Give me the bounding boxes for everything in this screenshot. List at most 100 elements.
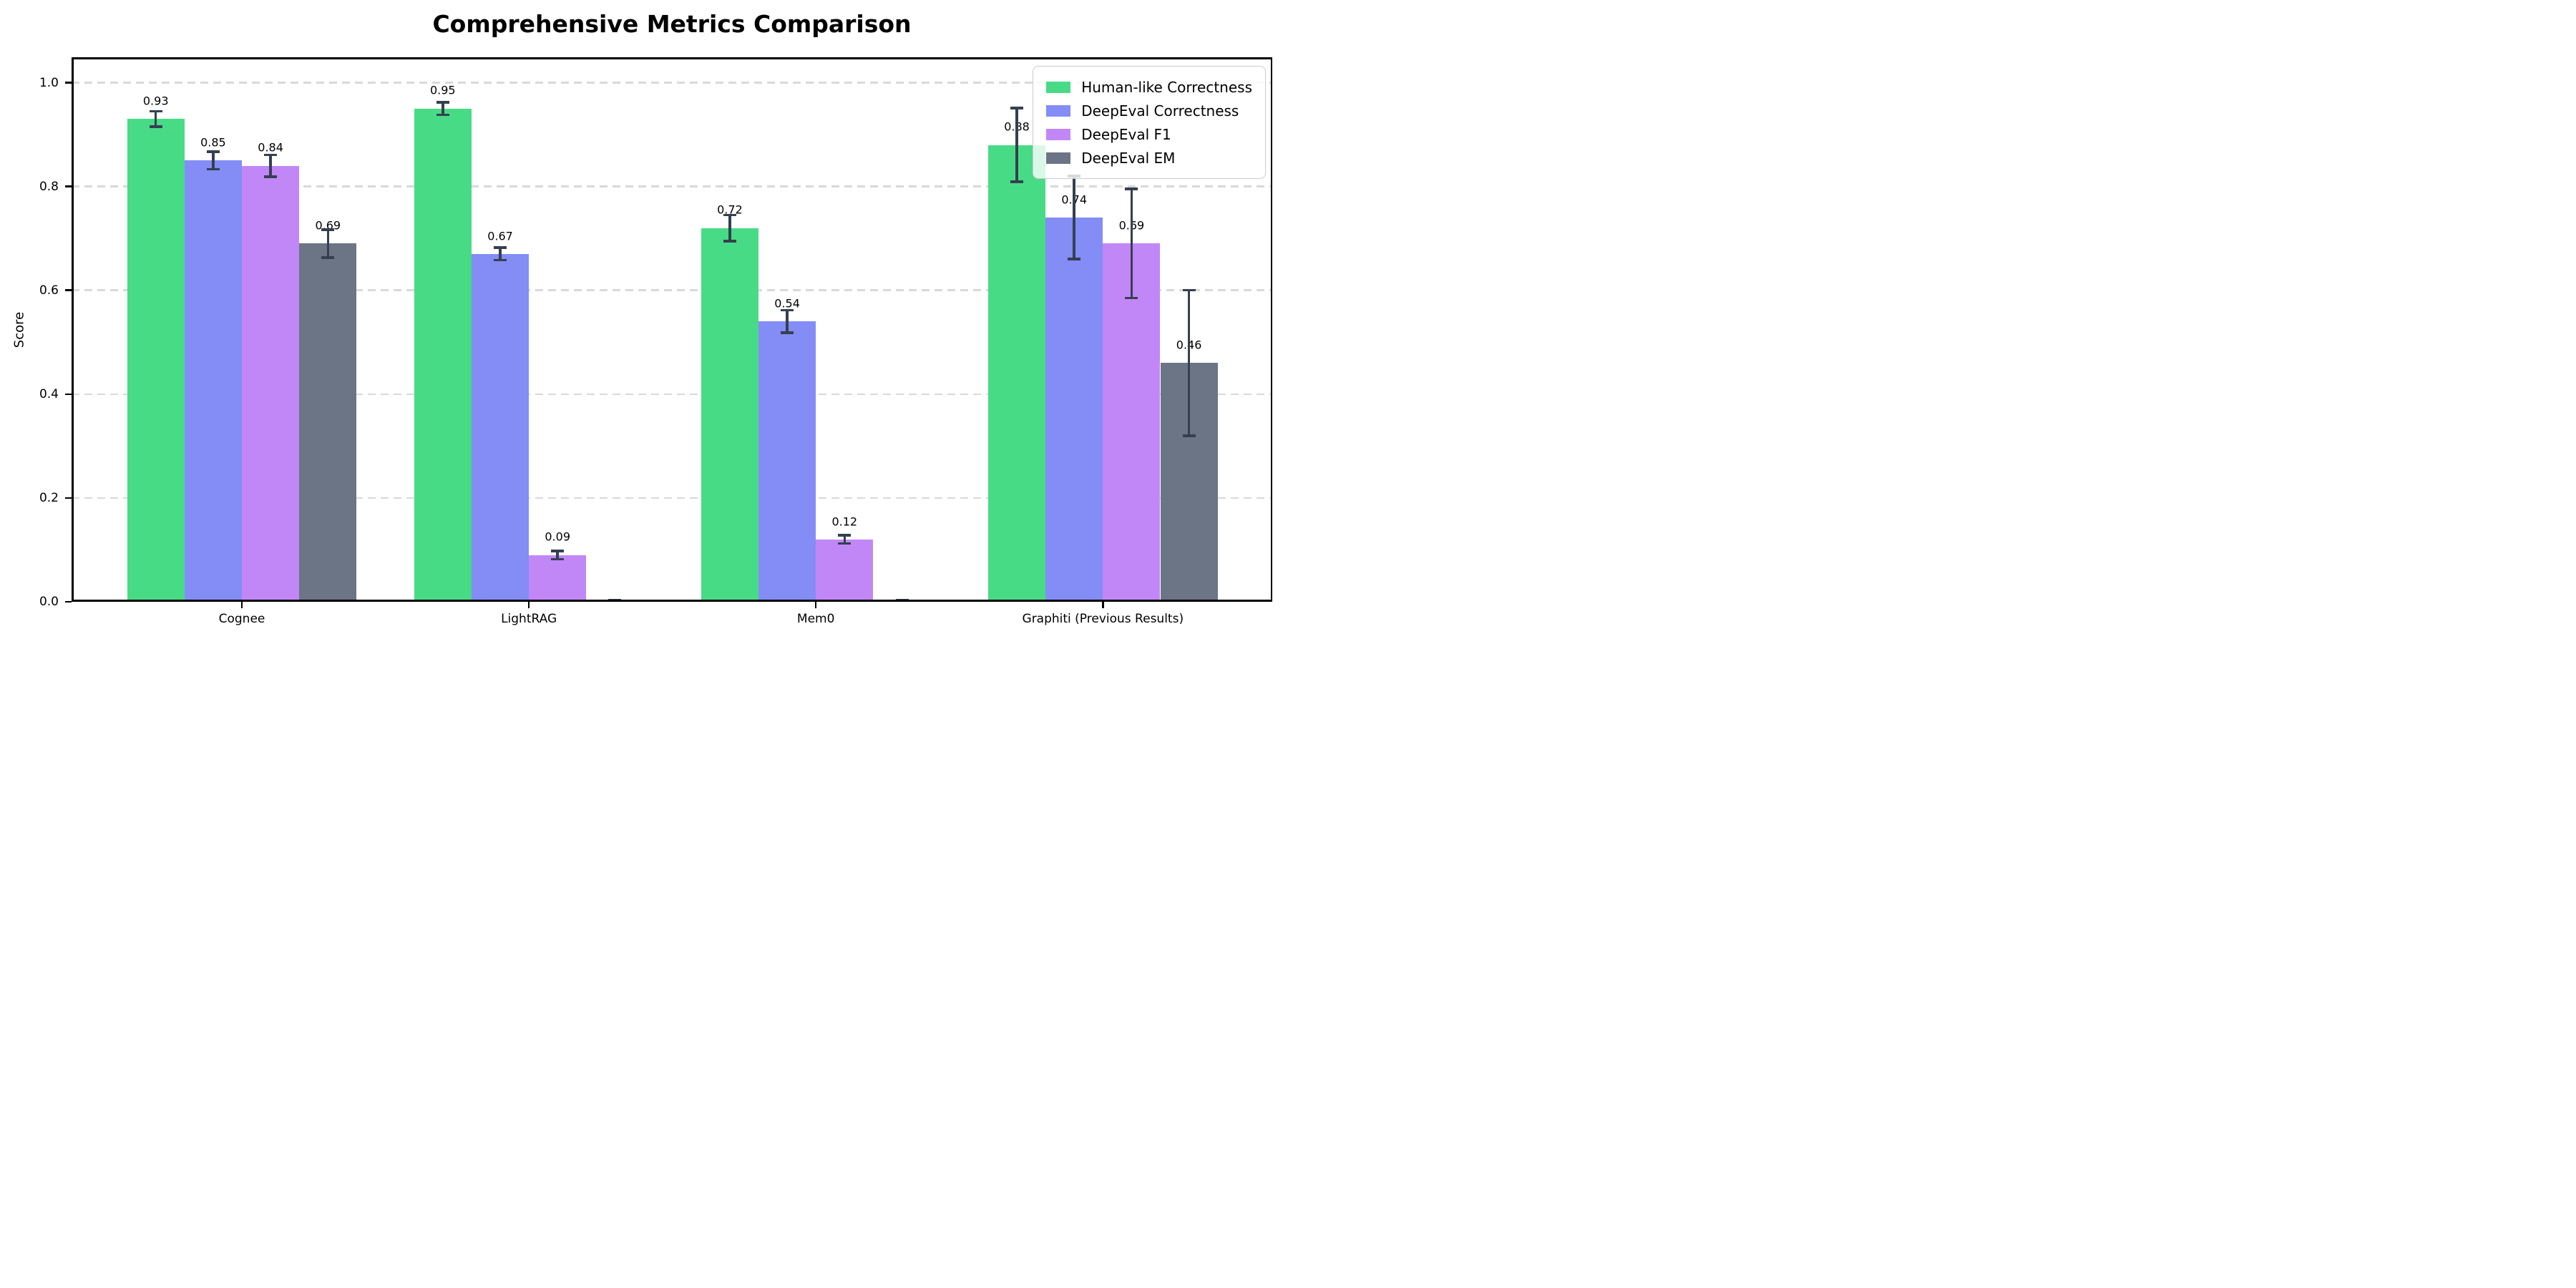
error-bar-cap [264, 153, 278, 157]
y-tick-label: 0.0 [39, 595, 59, 609]
bar-human-like-correctness [988, 145, 1045, 602]
legend-swatch [1046, 152, 1071, 164]
bar-deepeval-correctness [184, 160, 242, 602]
error-bar [499, 248, 502, 260]
x-tick-label-lightrag: LightRAG [501, 612, 557, 626]
error-bar-cap [1125, 187, 1138, 190]
bar-value-label: 0.85 [200, 135, 226, 150]
error-bar-cap [781, 308, 794, 312]
x-tick-mark [1102, 602, 1104, 608]
bar-value-label: 0.93 [142, 94, 169, 108]
axis-spine-bottom [72, 600, 1272, 602]
legend-item: DeepEval Correctness [1046, 99, 1252, 122]
bar-value-label: 0.54 [774, 296, 800, 311]
bar-value-label: 0.67 [487, 229, 513, 243]
bar-deepeval-f1 [242, 165, 300, 602]
bar-deepeval-f1 [529, 555, 587, 602]
bar-value-label: 0.95 [429, 83, 456, 97]
gridline [72, 185, 1272, 187]
error-bar [212, 151, 215, 170]
y-tick-mark [65, 497, 72, 499]
bar-deepeval-correctness [472, 253, 529, 602]
error-bar-cap [1125, 296, 1138, 300]
bar-deepeval-em [299, 243, 357, 602]
x-tick-label-mem0: Mem0 [796, 612, 835, 626]
x-tick-mark [814, 602, 817, 608]
bar-value-label: 0.12 [831, 514, 858, 529]
legend-label: DeepEval Correctness [1081, 102, 1239, 119]
error-bar-cap [551, 557, 565, 561]
error-bar-cap [723, 240, 736, 243]
x-tick-mark [240, 602, 243, 608]
gridline [72, 393, 1272, 396]
error-bar-cap [1182, 434, 1196, 437]
x-tick-label-cognee: Cognee [218, 612, 265, 626]
legend-swatch [1046, 104, 1071, 117]
error-bar [326, 229, 330, 258]
error-bar-cap [494, 258, 507, 262]
error-bar-cap [838, 534, 852, 537]
legend-label: DeepEval F1 [1081, 125, 1171, 143]
legend-label: DeepEval EM [1081, 149, 1176, 167]
bar-human-like-correctness [127, 119, 185, 602]
error-bar-cap [264, 175, 278, 178]
error-bar-cap [838, 542, 852, 545]
gridline [72, 497, 1272, 499]
legend: Human-like Correctness DeepEval Correctne… [1033, 66, 1266, 179]
axis-spine-top [72, 57, 1272, 59]
legend-item: DeepEval EM [1046, 146, 1252, 170]
gridline [72, 289, 1272, 291]
error-bar [441, 102, 444, 115]
error-bar-cap [321, 256, 335, 259]
error-bar [728, 215, 731, 241]
bar-deepeval-correctness [758, 321, 816, 602]
bar-human-like-correctness [414, 108, 472, 602]
y-tick-mark [65, 289, 72, 291]
y-tick-label: 0.4 [39, 386, 59, 401]
legend-label: Human-like Correctness [1081, 78, 1252, 96]
y-tick-label: 1.0 [39, 75, 59, 90]
error-bar-cap [781, 331, 794, 334]
error-bar-cap [206, 150, 220, 153]
legend-item: Human-like Correctness [1046, 75, 1252, 99]
bar-deepeval-f1 [816, 539, 874, 602]
error-bar-cap [436, 101, 449, 104]
y-axis-title: Score [11, 311, 27, 348]
y-tick-label: 0.6 [39, 283, 59, 298]
error-bar-cap [1182, 288, 1196, 292]
error-bar-cap [321, 228, 335, 231]
error-bar [1015, 108, 1018, 182]
legend-item: DeepEval F1 [1046, 122, 1252, 146]
y-tick-mark [65, 185, 72, 187]
y-tick-mark [65, 600, 72, 603]
plot-area: 0.930.950.720.880.850.670.540.740.840.09… [72, 57, 1272, 602]
x-tick-mark [527, 602, 530, 608]
y-tick-label: 0.2 [39, 490, 59, 505]
error-bar [556, 550, 559, 560]
error-bar-cap [1068, 258, 1081, 260]
error-bar [1073, 176, 1075, 260]
x-tick-label-graphiti-previous-results-: Graphiti (Previous Results) [1022, 612, 1184, 626]
error-bar-cap [551, 550, 565, 552]
legend-swatch [1046, 128, 1071, 140]
legend-swatch [1046, 81, 1071, 93]
bar-value-label: 0.72 [717, 203, 743, 217]
error-bar [1187, 290, 1191, 436]
error-bar-cap [1010, 180, 1023, 183]
error-bar-cap [436, 113, 449, 117]
error-bar [269, 155, 272, 177]
y-tick-mark [65, 82, 72, 84]
error-bar [154, 111, 157, 127]
axis-spine-left [72, 57, 74, 602]
error-bar-cap [723, 213, 736, 217]
y-tick-mark [65, 393, 72, 396]
chart-title: Comprehensive Metrics Comparison [432, 10, 912, 38]
error-bar-cap [206, 167, 220, 171]
error-bar [843, 535, 847, 544]
bar-value-label: 0.84 [258, 140, 283, 155]
bar-human-like-correctness [701, 228, 758, 602]
error-bar [1130, 189, 1133, 298]
bar-deepeval-correctness [1045, 218, 1103, 602]
bar-deepeval-f1 [1103, 243, 1161, 602]
bar-value-label: 0.09 [545, 530, 570, 544]
